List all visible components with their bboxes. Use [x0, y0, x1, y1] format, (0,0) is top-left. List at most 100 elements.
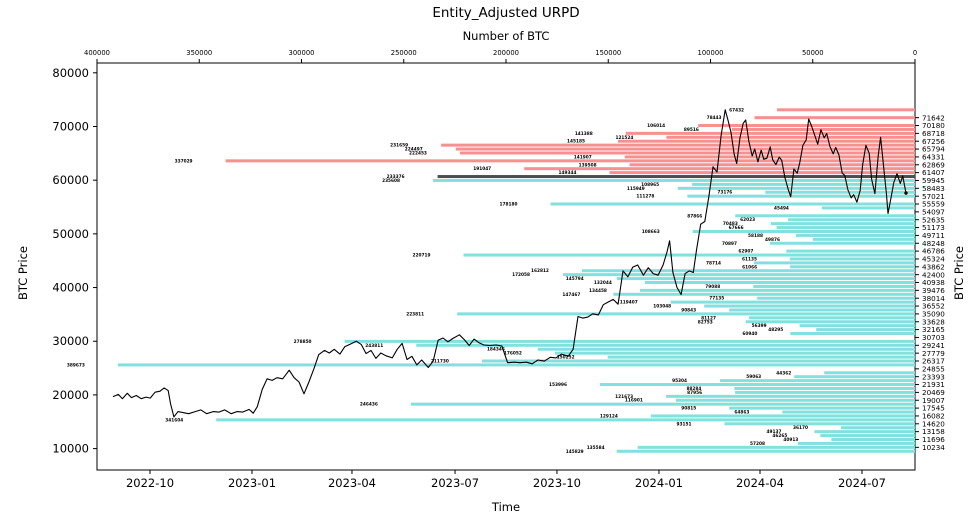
urpd-bar-label: 224497	[405, 147, 423, 153]
urpd-bar	[613, 292, 915, 296]
urpd-bar	[481, 359, 915, 363]
urpd-bar-label: 67666	[729, 225, 744, 231]
urpd-bar	[625, 131, 915, 135]
right-axis-tick-label: 17545	[922, 404, 945, 413]
right-axis-tick-label: 59945	[922, 176, 945, 185]
urpd-bar-label: 121524	[615, 135, 633, 141]
urpd-bar	[795, 233, 915, 237]
urpd-bar-label: 87866	[687, 213, 702, 219]
urpd-bar-label: 49137	[767, 429, 782, 435]
urpd-bar	[789, 257, 915, 261]
urpd-bar	[731, 127, 915, 131]
urpd-bar-label: 139508	[579, 162, 597, 168]
urpd-bar-label: 46265	[772, 433, 787, 439]
urpd-bar	[616, 277, 915, 281]
urpd-bar	[463, 253, 915, 257]
urpd-bar	[824, 371, 915, 375]
urpd-bar	[550, 202, 915, 206]
urpd-bar-label: 129124	[600, 413, 618, 419]
urpd-bar-label: 134458	[589, 288, 607, 294]
urpd-bar	[782, 410, 915, 414]
urpd-bar-label: 116901	[625, 398, 643, 404]
urpd-bar-label: 61135	[742, 256, 757, 262]
urpd-bar-label: 141388	[575, 131, 593, 137]
urpd-bar	[754, 116, 915, 120]
urpd-bar	[745, 320, 915, 324]
urpd-bar	[734, 386, 915, 390]
urpd-bar-label: 81127	[701, 315, 716, 321]
urpd-bar	[609, 171, 915, 175]
bottom-axis-tick-label: 2023-01	[228, 476, 276, 490]
right-axis-tick-label: 46786	[922, 247, 945, 256]
left-axis-tick-label: 50000	[52, 227, 89, 241]
right-axis-tick-label: 26317	[922, 357, 945, 366]
top-axis-tick-label: 350000	[186, 49, 212, 57]
right-axis-tick-label: 38014	[922, 294, 945, 303]
right-axis-tick-label: 65794	[922, 145, 945, 154]
urpd-bar-label: 89516	[684, 127, 699, 133]
urpd-bar-label: 162812	[531, 268, 549, 274]
urpd-bar	[581, 269, 915, 273]
urpd-bar	[753, 284, 915, 288]
urpd-bar	[441, 143, 915, 147]
right-axis-tick-label: 57021	[922, 192, 945, 201]
urpd-bar	[692, 229, 915, 233]
urpd-bar	[637, 445, 915, 449]
urpd-bar-label: 176052	[504, 351, 522, 357]
urpd-bar	[794, 375, 915, 379]
urpd-bar-label: 147467	[562, 292, 580, 298]
urpd-bar	[753, 261, 915, 265]
urpd-bar	[735, 390, 915, 394]
urpd-bar-label: 119407	[620, 300, 638, 306]
urpd-bar-label: 231659	[390, 143, 408, 149]
urpd-bar	[666, 135, 915, 139]
urpd-bar	[624, 155, 915, 159]
urpd-bar-label: 60940	[742, 331, 757, 337]
right-axis-tick-label: 36552	[922, 302, 945, 311]
right-axis-tick-label: 43862	[922, 262, 945, 271]
right-axis-tick-label: 67256	[922, 137, 945, 146]
urpd-bar	[117, 363, 915, 367]
urpd-bar	[704, 304, 915, 308]
urpd-bar	[814, 430, 915, 434]
left-axis-tick-label: 10000	[52, 442, 89, 456]
top-axis-tick-label: 0	[913, 49, 917, 57]
urpd-bar-label: 111278	[636, 194, 654, 200]
urpd-bar	[433, 178, 915, 182]
x-axis-title: Time	[491, 500, 521, 514]
urpd-bar	[790, 265, 915, 269]
right-axis-tick-label: 49711	[922, 231, 945, 240]
right-axis-tick-label: 62869	[922, 160, 945, 169]
urpd-bar	[459, 151, 915, 155]
urpd-bar	[616, 449, 915, 453]
urpd-bar	[670, 300, 915, 304]
right-axis-tick-label: 33628	[922, 317, 945, 326]
urpd-bar	[831, 437, 915, 441]
urpd-bar-label: 153996	[549, 382, 567, 388]
right-axis-tick-label: 20469	[922, 388, 945, 397]
urpd-bar	[812, 237, 915, 241]
urpd-bar-label: 44362	[776, 370, 791, 376]
urpd-bar-label: 243811	[365, 343, 383, 349]
right-axis-tick-label: 51173	[922, 223, 945, 232]
top-axis-tick-label: 250000	[391, 49, 417, 57]
urpd-bar	[554, 351, 915, 355]
urpd-bar-label: 278850	[294, 339, 312, 345]
left-axis-tick-label: 30000	[52, 334, 89, 348]
urpd-bar	[729, 308, 915, 312]
urpd-bar-label: 78714	[706, 260, 721, 266]
chart-title: Entity_Adjusted URPD	[432, 5, 580, 21]
urpd-bar	[786, 249, 915, 253]
urpd-bar-label: 121673	[615, 394, 633, 400]
urpd-bar	[666, 394, 915, 398]
bottom-axis-tick-label: 2022-10	[126, 476, 174, 490]
urpd-bar	[729, 406, 915, 410]
urpd-bar-label: 64863	[734, 410, 749, 416]
btc-price-line	[112, 109, 907, 418]
urpd-bar	[599, 383, 915, 387]
urpd-bar	[724, 422, 915, 426]
right-axis-tick-label: 27779	[922, 349, 945, 358]
urpd-bar-label: 103048	[653, 304, 671, 310]
urpd-bar-label: 88284	[686, 386, 701, 392]
